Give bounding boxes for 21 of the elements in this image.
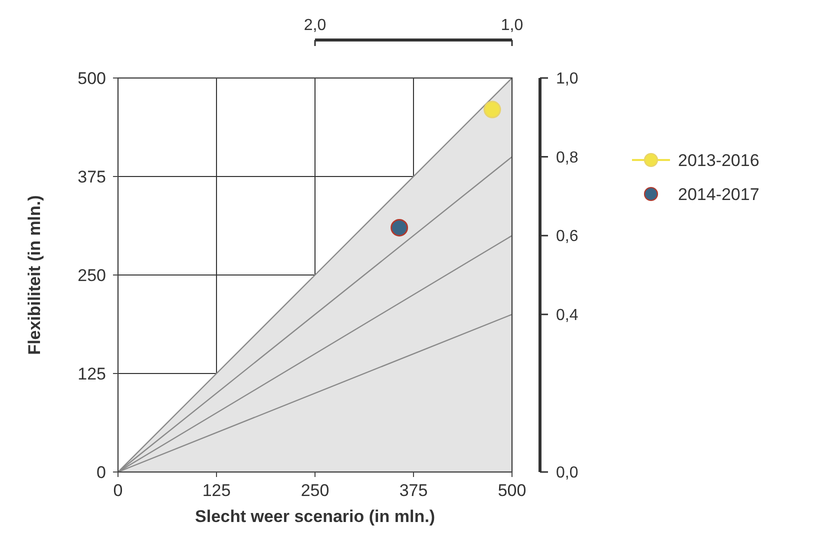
x2-tick-label: 1,0 (500, 17, 524, 34)
x-axis-title: Slecht weer scenario (in mln.) (195, 507, 435, 526)
x-tick-label: 375 (399, 481, 428, 500)
legend-label: 2013-2016 (678, 150, 760, 170)
y-tick-label: 125 (78, 364, 106, 384)
x-tick-label: 0 (113, 481, 123, 500)
y2-tick-label: 0,0 (556, 464, 578, 482)
y-tick-label: 375 (78, 167, 106, 186)
x-tick-label: 500 (498, 481, 526, 500)
legend-label: 2014-2017 (678, 184, 760, 204)
y2-tick-label: 0,8 (556, 149, 578, 166)
y-tick-label: 250 (78, 266, 106, 285)
y2-tick-label: 1,0 (556, 70, 578, 88)
x-tick-label: 250 (300, 481, 330, 500)
y2-tick-label: 0,4 (556, 307, 578, 324)
x2-tick-label: 2,0 (304, 17, 326, 34)
y-tick-label: 500 (78, 68, 106, 88)
x-tick-label: 125 (202, 481, 231, 500)
y-axis-title: Flexibiliteit (in mln.) (25, 195, 44, 355)
y2-tick-label: 0,6 (556, 228, 578, 246)
y-tick-label: 0 (96, 462, 106, 482)
